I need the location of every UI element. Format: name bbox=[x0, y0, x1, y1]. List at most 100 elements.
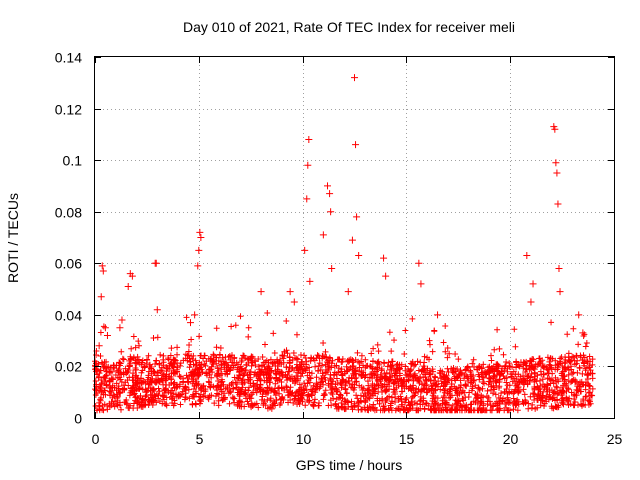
band-point bbox=[235, 386, 242, 393]
band-point bbox=[335, 356, 342, 363]
band-point bbox=[139, 379, 146, 386]
band-point bbox=[245, 356, 252, 363]
band-point bbox=[117, 360, 124, 367]
band-point bbox=[167, 390, 174, 397]
band-point bbox=[417, 401, 424, 408]
band-point bbox=[341, 368, 348, 375]
band-point bbox=[286, 368, 293, 375]
band-point bbox=[327, 375, 334, 382]
band-point bbox=[444, 344, 451, 351]
band-point bbox=[207, 384, 214, 391]
band-point bbox=[148, 365, 155, 372]
band-point bbox=[431, 400, 438, 407]
x-tick-label: 5 bbox=[196, 431, 204, 447]
band-point bbox=[550, 389, 557, 396]
band-point bbox=[153, 399, 160, 406]
band-point bbox=[549, 396, 556, 403]
band-point bbox=[190, 378, 197, 385]
band-point bbox=[126, 392, 133, 399]
band-point bbox=[584, 358, 591, 365]
x-tick-label: 10 bbox=[296, 431, 312, 447]
band-point bbox=[182, 351, 189, 358]
band-point bbox=[471, 364, 478, 371]
band-point bbox=[132, 344, 139, 351]
band-point bbox=[468, 401, 475, 408]
band-point bbox=[129, 377, 136, 384]
band-point bbox=[252, 387, 259, 394]
band-point bbox=[176, 373, 183, 380]
band-point bbox=[274, 360, 281, 367]
band-point bbox=[413, 407, 420, 414]
data-point bbox=[124, 282, 132, 290]
band-point bbox=[288, 373, 295, 380]
band-point bbox=[216, 352, 223, 359]
band-point bbox=[395, 406, 402, 413]
band-point bbox=[531, 384, 538, 391]
band-point bbox=[415, 367, 422, 374]
band-point bbox=[308, 370, 315, 377]
band-point bbox=[589, 392, 596, 399]
band-point bbox=[547, 362, 554, 369]
band-point bbox=[281, 352, 288, 359]
band-point bbox=[346, 374, 353, 381]
band-point bbox=[362, 399, 369, 406]
band-point bbox=[306, 397, 313, 404]
band-point bbox=[276, 390, 283, 397]
band-point bbox=[226, 400, 233, 407]
band-point bbox=[284, 372, 291, 379]
band-point bbox=[368, 350, 375, 357]
band-point bbox=[107, 364, 114, 371]
band-point bbox=[213, 344, 220, 351]
data-point bbox=[575, 311, 583, 319]
data-point bbox=[286, 288, 294, 296]
x-tick-label: 20 bbox=[503, 431, 519, 447]
band-point bbox=[149, 401, 156, 408]
band-point bbox=[315, 362, 322, 369]
band-point bbox=[227, 389, 234, 396]
band-point bbox=[335, 365, 342, 372]
band-point bbox=[188, 353, 195, 360]
band-point bbox=[298, 384, 305, 391]
band-point bbox=[526, 362, 533, 369]
band-point bbox=[249, 353, 256, 360]
band-point bbox=[480, 374, 487, 381]
band-point bbox=[186, 395, 193, 402]
band-point bbox=[278, 395, 285, 402]
band-point bbox=[510, 406, 517, 413]
band-point bbox=[464, 377, 471, 384]
band-point bbox=[290, 349, 297, 356]
band-point bbox=[114, 402, 121, 409]
band-point bbox=[479, 369, 486, 376]
band-point bbox=[526, 377, 533, 384]
band-point bbox=[510, 400, 517, 407]
band-point bbox=[120, 356, 127, 363]
band-point bbox=[524, 373, 531, 380]
band-point bbox=[391, 337, 398, 344]
band-point bbox=[112, 398, 119, 405]
data-point bbox=[353, 213, 361, 221]
band-point bbox=[290, 378, 297, 385]
band-point bbox=[130, 382, 137, 389]
band-point bbox=[375, 348, 382, 355]
band-point bbox=[305, 377, 312, 384]
band-point bbox=[464, 374, 471, 381]
band-point bbox=[185, 348, 192, 355]
band-point bbox=[437, 375, 444, 382]
band-point bbox=[244, 398, 251, 405]
band-point bbox=[503, 379, 510, 386]
band-point bbox=[582, 343, 589, 350]
band-point bbox=[563, 388, 570, 395]
band-point bbox=[442, 323, 449, 330]
band-point bbox=[416, 378, 423, 385]
band-point bbox=[294, 356, 301, 363]
band-point bbox=[243, 362, 250, 369]
band-point bbox=[177, 360, 184, 367]
band-point bbox=[407, 383, 414, 390]
band-point bbox=[303, 365, 310, 372]
band-point bbox=[329, 357, 336, 364]
band-point bbox=[537, 359, 544, 366]
band-point bbox=[567, 379, 574, 386]
band-point bbox=[392, 394, 399, 401]
band-point bbox=[578, 378, 585, 385]
band-point bbox=[359, 372, 366, 379]
